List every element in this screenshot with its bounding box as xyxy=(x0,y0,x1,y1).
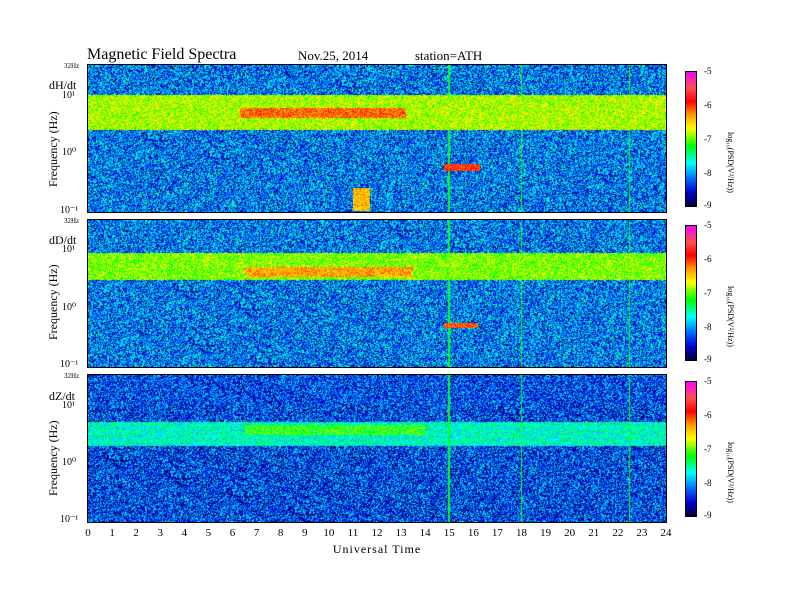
colorbar-tick: -7 xyxy=(704,134,712,144)
colorbar-tick: -7 xyxy=(704,288,712,298)
chart-title: Magnetic Field Spectra xyxy=(87,46,237,63)
x-tick-label: 2 xyxy=(133,527,139,539)
x-tick-label: 8 xyxy=(277,527,284,539)
colorbar-tick: -5 xyxy=(704,220,712,230)
colorbar-label: log₁₀(PSD(V²/Hz)) xyxy=(726,442,735,503)
colorbar-tick: -9 xyxy=(704,354,712,364)
y-axis-label: Frequency (Hz) xyxy=(46,111,60,187)
y-tick-label: 10⁰ xyxy=(62,302,77,313)
colorbar-tick: -7 xyxy=(704,444,712,454)
colorbar-label: log₁₀(PSD(V²/Hz)) xyxy=(726,132,735,193)
y-axis-label: Frequency (Hz) xyxy=(46,420,60,496)
x-tick-label: 4 xyxy=(181,527,188,539)
x-tick-label: 16 xyxy=(467,527,479,539)
nyquist-label: 32Hz xyxy=(64,62,80,70)
y-tick-label: 10¹ xyxy=(62,244,75,255)
spectrogram-dh xyxy=(87,64,667,213)
x-tick-label: 24 xyxy=(660,527,672,539)
component-label: dZ/dt xyxy=(49,389,75,403)
nyquist-label: 32Hz xyxy=(64,217,80,225)
x-tick-label: 3 xyxy=(157,527,164,539)
x-tick-label: 10 xyxy=(323,527,335,539)
spectrogram-dd xyxy=(87,219,667,368)
x-tick-label: 15 xyxy=(443,527,455,539)
y-tick-label: 10¹ xyxy=(62,90,75,101)
colorbar xyxy=(685,225,697,361)
colorbar-tick: -8 xyxy=(704,478,712,488)
x-tick-label: 21 xyxy=(588,527,600,539)
x-tick-label: 20 xyxy=(564,527,576,539)
nyquist-label: 32Hz xyxy=(64,372,80,380)
y-tick-label: 10⁻¹ xyxy=(60,359,79,370)
x-tick-label: 0 xyxy=(85,527,91,539)
x-tick-label: 11 xyxy=(347,527,359,539)
x-tick-label: 14 xyxy=(419,527,431,539)
component-label: dH/dt xyxy=(49,78,77,92)
colorbar-tick: -6 xyxy=(704,100,712,110)
y-tick-label: 10¹ xyxy=(62,400,75,411)
spectrogram-dz xyxy=(87,374,667,523)
spectrogram-canvas xyxy=(88,65,666,212)
y-axis-label: Frequency (Hz) xyxy=(46,264,60,340)
spectrogram-canvas xyxy=(88,375,666,522)
x-tick-label: 1 xyxy=(109,527,115,539)
y-tick-label: 10⁻¹ xyxy=(60,514,79,525)
colorbar-tick: -9 xyxy=(704,510,712,520)
x-tick-label: 6 xyxy=(229,527,236,539)
component-label: dD/dt xyxy=(49,233,77,247)
station-label: station=ATH xyxy=(415,48,483,63)
x-tick-label: 17 xyxy=(491,527,503,539)
colorbar xyxy=(685,381,697,517)
spectrogram-canvas xyxy=(88,220,666,367)
x-tick-label: 12 xyxy=(371,527,383,539)
y-tick-label: 10⁰ xyxy=(62,457,77,468)
colorbar-tick: -6 xyxy=(704,254,712,264)
x-tick-label: 9 xyxy=(302,527,308,539)
x-tick-label: 22 xyxy=(612,527,624,539)
date-label: Nov.25, 2014 xyxy=(298,48,369,63)
colorbar-label: log₁₀(PSD(V²/Hz)) xyxy=(726,286,735,347)
x-tick-label: 23 xyxy=(636,527,648,539)
colorbar-tick: -9 xyxy=(704,200,712,210)
x-tick-label: 7 xyxy=(253,527,260,539)
x-tick-label: 19 xyxy=(540,527,552,539)
colorbar xyxy=(685,71,697,207)
x-tick-label: 18 xyxy=(516,527,527,539)
colorbar-tick: -8 xyxy=(704,168,712,178)
x-axis-label: Universal Time xyxy=(332,542,422,556)
colorbar-tick: -8 xyxy=(704,322,712,332)
colorbar-tick: -5 xyxy=(704,376,712,386)
x-tick-label: 5 xyxy=(205,527,212,539)
colorbar-tick: -5 xyxy=(704,66,712,76)
y-tick-label: 10⁻¹ xyxy=(60,205,79,216)
y-tick-label: 10⁰ xyxy=(62,147,77,158)
x-tick-label: 13 xyxy=(395,527,407,539)
colorbar-tick: -6 xyxy=(704,410,712,420)
